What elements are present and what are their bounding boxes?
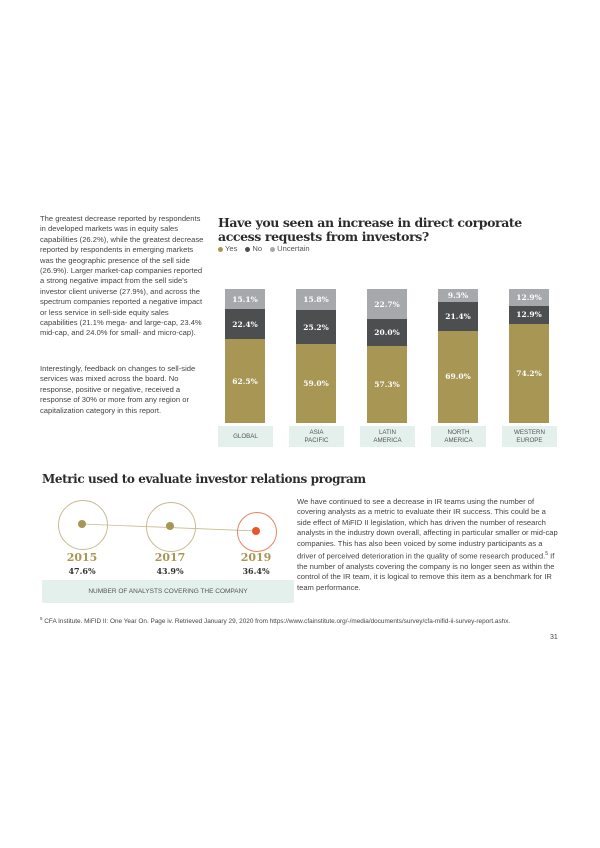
legend-swatch xyxy=(245,246,251,252)
legend-label: No xyxy=(252,244,263,253)
bar-yes-0: 62.5% xyxy=(225,339,265,423)
bar-yes-4: 74.2% xyxy=(509,323,549,423)
legend-swatch xyxy=(270,246,276,252)
feedback-paragraph: Interestingly, feedback on changes to se… xyxy=(40,364,196,415)
legend-swatch xyxy=(218,246,223,252)
category-label: ASIA PACIFIC xyxy=(289,426,344,447)
category-label: LATIN AMERICA xyxy=(360,426,415,447)
metric-dot-2017 xyxy=(166,522,174,530)
bar-no-4: 12.9% xyxy=(509,306,549,324)
category-label: GLOBAL xyxy=(218,426,273,447)
metric-value: 43.9% xyxy=(156,566,184,576)
bar-no-3: 21.4% xyxy=(438,301,478,331)
legend-item-no: No xyxy=(245,244,262,253)
metric-label: NUMBER OF ANALYSTS COVERING THE COMPANY xyxy=(42,580,294,603)
bar-yes-1: 59.0% xyxy=(296,343,336,423)
bar-no-1: 25.2% xyxy=(296,310,336,344)
metric-value: 36.4% xyxy=(242,566,270,576)
bar-uncertain-1: 15.8% xyxy=(296,289,336,311)
metric-circle-2019 xyxy=(237,512,277,552)
footnote-number: 5 xyxy=(40,616,43,621)
metric-title: Metric used to evaluate investor relatio… xyxy=(42,472,366,486)
metric-paragraph-a: We have continued to see a decrease in I… xyxy=(297,497,558,561)
category-label: WESTERN EUROPE xyxy=(502,426,557,447)
legend-item-uncertain: Uncertain xyxy=(270,244,310,253)
metric-circle-2015 xyxy=(58,500,108,550)
intro-paragraph: The greatest decrease reported by respon… xyxy=(40,214,204,338)
footnote-ref: 5 xyxy=(545,551,548,558)
bar-uncertain-2: 22.7% xyxy=(367,289,407,320)
bar-uncertain-0: 15.1% xyxy=(225,289,265,310)
bar-no-2: 20.0% xyxy=(367,319,407,347)
legend-label: Yes xyxy=(225,244,238,253)
metric-value: 47.6% xyxy=(68,566,96,576)
bar-no-0: 22.4% xyxy=(225,309,265,340)
chart-title: Have you seen an increase in direct corp… xyxy=(218,215,522,244)
legend-label: Uncertain xyxy=(277,244,310,253)
footnote: 5 CFA Institute. MiFID II: One Year On. … xyxy=(40,616,510,625)
metric-dot-2015 xyxy=(78,520,86,528)
category-label: NORTH AMERICA xyxy=(431,426,486,447)
metric-dot-2019 xyxy=(252,527,260,535)
metric-paragraph-b: If the number of analysts covering the c… xyxy=(297,551,555,592)
metric-year: 2015 xyxy=(66,551,98,564)
bar-yes-2: 57.3% xyxy=(367,346,407,423)
bar-uncertain-4: 12.9% xyxy=(509,289,549,307)
metric-circle-2017 xyxy=(146,502,196,552)
bar-uncertain-3: 9.5% xyxy=(438,289,478,302)
metric-year: 2017 xyxy=(154,551,186,564)
page-number: 31 xyxy=(550,634,558,641)
metric-paragraph: We have continued to see a decrease in I… xyxy=(297,497,559,593)
footnote-text: CFA Institute. MiFID II: One Year On. Pa… xyxy=(42,618,511,626)
metric-year: 2019 xyxy=(240,551,272,564)
bar-yes-3: 69.0% xyxy=(438,330,478,423)
chart-legend: Yes No Uncertain xyxy=(218,244,310,253)
legend-item-yes: Yes xyxy=(218,244,237,253)
